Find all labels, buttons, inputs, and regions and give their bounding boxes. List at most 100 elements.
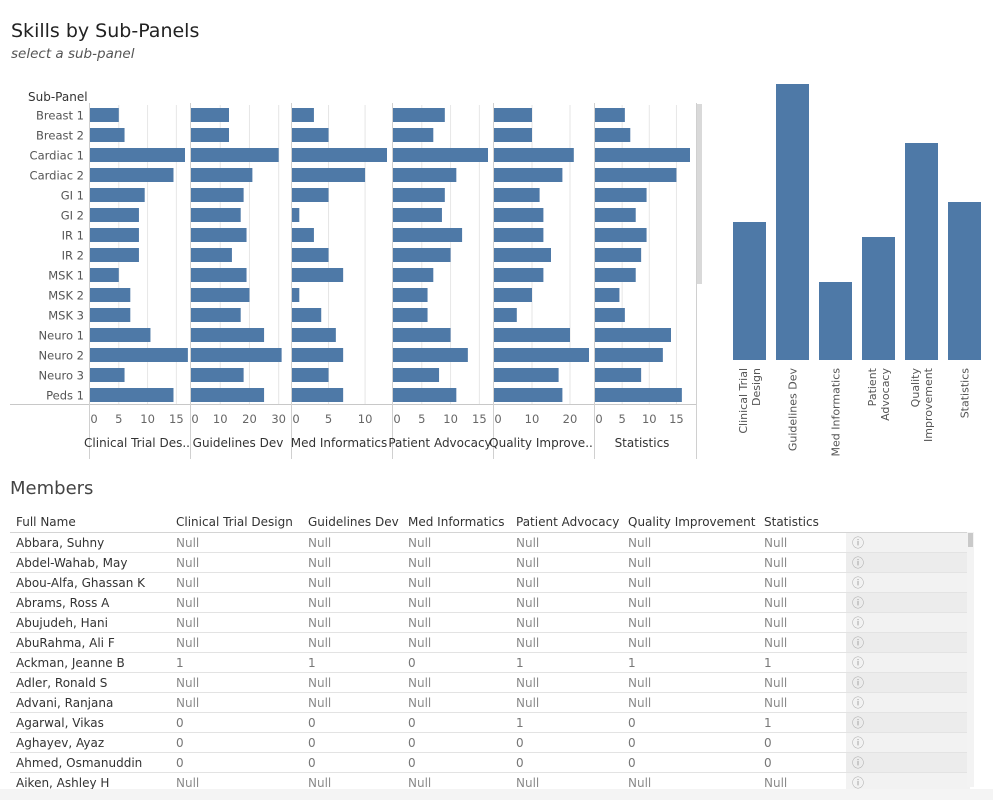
- bar-patient-advocacy-msk-3[interactable]: [393, 308, 428, 322]
- bar-statistics-msk-1[interactable]: [595, 268, 636, 282]
- row-label-cardiac-1[interactable]: Cardiac 1: [30, 149, 84, 163]
- table-row[interactable]: Abbara, Suhny Null Null Null Null Null Null ⓘ: [10, 532, 970, 553]
- table-scrollbar-track[interactable]: [967, 532, 974, 787]
- skill-summary-bar-chart[interactable]: Clinical Trial Design Guidelines Dev Med In…: [0, 0, 993, 470]
- bar-clinical-trial-des-neuro-3[interactable]: [90, 368, 125, 382]
- bar-quality-improve-neuro-2[interactable]: [494, 348, 589, 362]
- info-icon[interactable]: ⓘ: [846, 652, 970, 673]
- row-label-neuro-1[interactable]: Neuro 1: [39, 329, 84, 343]
- bar-quality-improve-peds-1[interactable]: [494, 388, 563, 402]
- bar-guidelines-dev-gi-1[interactable]: [191, 188, 244, 202]
- bar-med-informatics-neuro-1[interactable]: [292, 328, 336, 342]
- info-icon[interactable]: ⓘ: [846, 632, 970, 653]
- bar-clinical-trial-des-neuro-2[interactable]: [90, 348, 188, 362]
- bar-patient-advocacy-breast-1[interactable]: [393, 108, 445, 122]
- bar-guidelines-dev-cardiac-2[interactable]: [191, 168, 253, 182]
- bar-statistics-breast-2[interactable]: [595, 128, 631, 142]
- bar-med-informatics-gi-2[interactable]: [292, 208, 300, 222]
- bar-clinical-trial-des-ir-2[interactable]: [90, 248, 139, 262]
- info-icon[interactable]: ⓘ: [846, 552, 970, 573]
- bar-clinical-trial-des-breast-2[interactable]: [90, 128, 125, 142]
- bar-statistics-neuro-3[interactable]: [595, 368, 642, 382]
- bar-statistics-neuro-2[interactable]: [595, 348, 663, 362]
- table-row[interactable]: Abdel-Wahab, May Null Null Null Null Null Null…: [10, 552, 970, 573]
- bar-med-informatics-ir-1[interactable]: [292, 228, 314, 242]
- panel-header-quality-improve[interactable]: Quality Improve..: [489, 436, 593, 450]
- bar-clinical-trial-des-ir-1[interactable]: [90, 228, 139, 242]
- bar-patient-advocacy-peds-1[interactable]: [393, 388, 457, 402]
- bar-med-informatics-breast-2[interactable]: [292, 128, 329, 142]
- bar-patient-advocacy-cardiac-1[interactable]: [393, 148, 488, 162]
- row-label-gi-2[interactable]: GI 2: [61, 209, 84, 223]
- bar-med-informatics-msk-3[interactable]: [292, 308, 322, 322]
- row-label-gi-1[interactable]: GI 1: [61, 189, 84, 203]
- col-header-med-informatics[interactable]: Med Informatics: [402, 512, 510, 533]
- info-icon[interactable]: ⓘ: [846, 532, 970, 553]
- bar-quality-improve-neuro-3[interactable]: [494, 368, 559, 382]
- col-header-clinical-trial-design[interactable]: Clinical Trial Design: [170, 512, 302, 533]
- bar-patient-advocacy-breast-2[interactable]: [393, 128, 434, 142]
- bar-clinical-trial-des-neuro-1[interactable]: [90, 328, 151, 342]
- bar-med-informatics-gi-1[interactable]: [292, 188, 329, 202]
- bar-statistics-peds-1[interactable]: [595, 388, 682, 402]
- bar-guidelines-dev-ir-1[interactable]: [191, 228, 247, 242]
- bar-quality-improve-cardiac-2[interactable]: [494, 168, 563, 182]
- info-icon[interactable]: ⓘ: [846, 772, 970, 793]
- bar-guidelines-dev-neuro-3[interactable]: [191, 368, 244, 382]
- bar-statistics-msk-2[interactable]: [595, 288, 620, 302]
- info-icon[interactable]: ⓘ: [846, 572, 970, 593]
- bar-med-informatics-ir-2[interactable]: [292, 248, 329, 262]
- col-header-guidelines-dev[interactable]: Guidelines Dev: [302, 512, 402, 533]
- bar-quality-improve-cardiac-1[interactable]: [494, 148, 574, 162]
- bar-patient-advocacy-gi-1[interactable]: [393, 188, 445, 202]
- summary-category-label-quality-improvement[interactable]: Improvement: [922, 367, 935, 442]
- bar-statistics-ir-2[interactable]: [595, 248, 642, 262]
- bar-guidelines-dev-gi-2[interactable]: [191, 208, 241, 222]
- chart-scrollbar[interactable]: [697, 104, 702, 284]
- bar-statistics-neuro-1[interactable]: [595, 328, 671, 342]
- bar-med-informatics-cardiac-2[interactable]: [292, 168, 366, 182]
- bar-clinical-trial-des-msk-3[interactable]: [90, 308, 131, 322]
- summary-category-label-quality-improvement[interactable]: Quality: [909, 368, 922, 408]
- bar-patient-advocacy-neuro-1[interactable]: [393, 328, 451, 342]
- bar-patient-advocacy-msk-1[interactable]: [393, 268, 434, 282]
- summary-bar-quality-improvement[interactable]: [905, 143, 938, 360]
- bar-guidelines-dev-msk-1[interactable]: [191, 268, 247, 282]
- panel-header-statistics[interactable]: Statistics: [615, 436, 670, 450]
- info-icon[interactable]: ⓘ: [846, 612, 970, 633]
- row-label-ir-2[interactable]: IR 2: [62, 249, 84, 263]
- info-icon[interactable]: ⓘ: [846, 592, 970, 613]
- bar-quality-improve-breast-2[interactable]: [494, 128, 532, 142]
- col-header-patient-advocacy[interactable]: Patient Advocacy: [510, 512, 622, 533]
- bar-med-informatics-breast-1[interactable]: [292, 108, 314, 122]
- info-icon[interactable]: ⓘ: [846, 752, 970, 773]
- bar-patient-advocacy-gi-2[interactable]: [393, 208, 442, 222]
- bar-quality-improve-breast-1[interactable]: [494, 108, 532, 122]
- row-label-msk-3[interactable]: MSK 3: [48, 309, 84, 323]
- bar-patient-advocacy-cardiac-2[interactable]: [393, 168, 457, 182]
- bar-med-informatics-msk-1[interactable]: [292, 268, 344, 282]
- summary-category-label-guidelines-dev[interactable]: Guidelines Dev: [787, 368, 800, 452]
- row-label-neuro-3[interactable]: Neuro 3: [39, 369, 84, 383]
- summary-category-label-clinical-trial-design[interactable]: Clinical Trial: [737, 368, 750, 434]
- bar-statistics-breast-1[interactable]: [595, 108, 625, 122]
- table-row[interactable]: Adler, Ronald S Null Null Null Null Null Null ⓘ: [10, 672, 970, 693]
- summary-bar-clinical-trial-design[interactable]: [733, 222, 766, 360]
- bar-med-informatics-msk-2[interactable]: [292, 288, 300, 302]
- bar-statistics-gi-2[interactable]: [595, 208, 636, 222]
- summary-bar-med-informatics[interactable]: [819, 282, 852, 360]
- bar-guidelines-dev-breast-1[interactable]: [191, 108, 229, 122]
- bar-patient-advocacy-ir-2[interactable]: [393, 248, 451, 262]
- info-icon[interactable]: ⓘ: [846, 692, 970, 713]
- bar-clinical-trial-des-msk-2[interactable]: [90, 288, 131, 302]
- bar-clinical-trial-des-cardiac-2[interactable]: [90, 168, 174, 182]
- table-row[interactable]: Aghayev, Ayaz 0 0 0 0 0 0 ⓘ: [10, 732, 970, 753]
- table-row[interactable]: Aiken, Ashley H Null Null Null Null Null Null ⓘ: [10, 772, 970, 793]
- table-row[interactable]: Ackman, Jeanne B 1 1 0 1 1 1 ⓘ: [10, 652, 970, 673]
- summary-category-label-clinical-trial-design[interactable]: Design: [750, 368, 763, 406]
- table-row[interactable]: Ahmed, Osmanuddin 0 0 0 0 0 0 ⓘ: [10, 752, 970, 773]
- bar-quality-improve-msk-2[interactable]: [494, 288, 532, 302]
- table-scrollbar-thumb[interactable]: [968, 533, 973, 547]
- summary-bar-statistics[interactable]: [948, 202, 981, 360]
- bar-quality-improve-ir-2[interactable]: [494, 248, 551, 262]
